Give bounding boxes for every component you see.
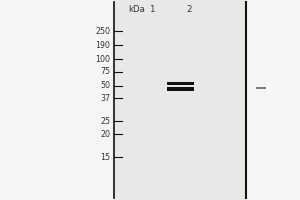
Bar [167,87,194,91]
Text: 15: 15 [100,153,110,162]
Bar [256,87,266,89]
Text: 1: 1 [149,4,154,14]
Text: kDa: kDa [128,4,145,14]
Text: 37: 37 [100,94,110,103]
Text: 100: 100 [95,54,110,64]
Bar [167,82,194,85]
Bar [114,0,246,200]
Text: 2: 2 [186,4,192,14]
Text: 20: 20 [100,130,110,139]
Text: 25: 25 [100,117,110,126]
Text: 190: 190 [95,40,110,49]
Text: 50: 50 [100,81,110,90]
Text: 250: 250 [95,26,110,36]
Text: 75: 75 [100,68,110,76]
